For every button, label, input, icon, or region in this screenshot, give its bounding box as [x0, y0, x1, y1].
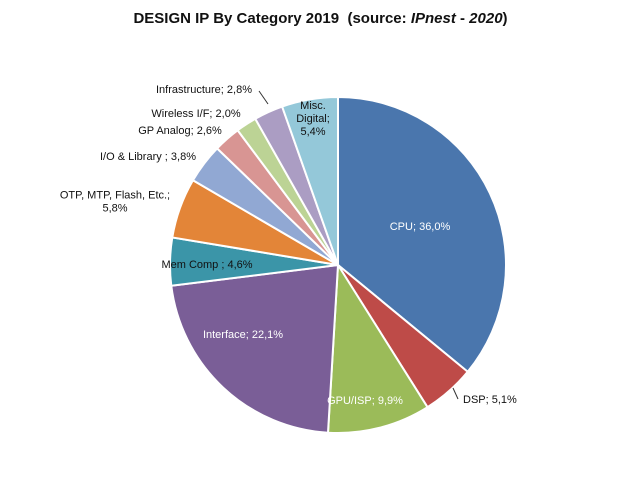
data-label-11: Misc. Digital; 5,4%	[296, 100, 330, 138]
title-source-year: 2020	[469, 10, 503, 27]
leader-line-10	[258, 90, 269, 105]
pie-slice-11	[280, 95, 339, 266]
data-label-3: GPU/ISP; 9,9%	[327, 395, 403, 407]
pie-slice-4	[170, 263, 340, 434]
title-main: DESIGN IP By Category 2019	[133, 10, 340, 27]
title-source-close: )	[502, 10, 508, 27]
title-source-name: IPnest	[410, 10, 456, 27]
data-label-8: GP Analog; 2,6%	[138, 125, 222, 137]
data-label-9: Wireless I/F; 2,0%	[151, 108, 240, 120]
data-label-1: CPU; 36,0%	[390, 221, 451, 233]
chart-title: DESIGN IP By Category 2019 (source: IPne…	[0, 10, 641, 27]
title-source-separator: -	[455, 10, 470, 27]
pie-slice-3	[326, 261, 429, 434]
data-label-7: I/O & Library ; 3,8%	[100, 151, 196, 163]
data-label-10: Infrastructure; 2,8%	[156, 84, 252, 96]
pie-slice-1	[337, 95, 507, 374]
leader-line-2	[452, 387, 459, 400]
title-source-open: (source:	[347, 10, 411, 27]
data-label-4: Interface; 22,1%	[203, 329, 283, 341]
data-label-2: DSP; 5,1%	[463, 394, 517, 406]
data-label-5: Mem Comp ; 4,6%	[161, 259, 252, 271]
data-label-6: OTP, MTP, Flash, Etc.; 5,8%	[60, 190, 170, 215]
